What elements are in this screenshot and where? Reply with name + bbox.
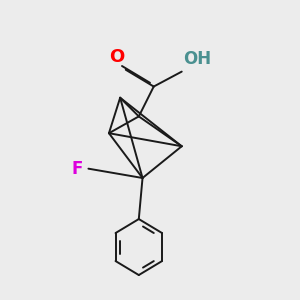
Text: OH: OH [184,50,212,68]
Text: F: F [71,160,83,178]
Text: O: O [109,48,124,66]
